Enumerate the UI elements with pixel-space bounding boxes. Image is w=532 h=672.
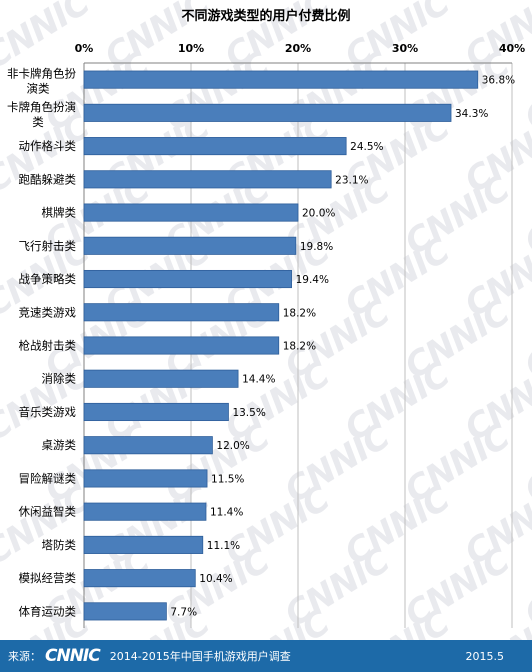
bar <box>83 436 213 455</box>
footer-date: 2015.5 <box>465 649 505 663</box>
category-label: 竞速类游戏 <box>19 305 77 319</box>
bar <box>83 269 292 289</box>
category-label: 卡牌角色扮演 <box>7 100 76 114</box>
value-label: 12.0% <box>216 440 249 452</box>
category-label: 模拟经营类 <box>19 571 77 585</box>
value-label: 36.8% <box>482 75 515 87</box>
footer-bar: 来源： CNNIC 2014-2015年中国手机游戏用户调查 2015.5 <box>0 640 532 672</box>
x-tick-label: 30% <box>392 42 418 55</box>
category-label: 音乐类游戏 <box>19 405 77 419</box>
bar <box>83 602 167 621</box>
bar <box>83 369 239 388</box>
category-label: 类 <box>32 115 44 129</box>
category-label: 体育运动类 <box>19 604 77 618</box>
value-label: 34.3% <box>455 108 488 120</box>
category-label: 战争策略类 <box>19 272 77 286</box>
bar <box>83 535 204 554</box>
value-label: 11.5% <box>211 473 244 485</box>
category-label: 飞行射击类 <box>19 239 77 253</box>
category-label: 冒险解谜类 <box>19 471 77 485</box>
category-label: 非卡牌角色扮 <box>7 67 76 81</box>
value-label: 13.5% <box>232 407 265 419</box>
bar <box>83 303 280 322</box>
category-label: 动作格斗类 <box>19 139 77 153</box>
bar-chart: 不同游戏类型的用户付费比例 0% 10% 20% 30% 40% 36.8% 非卡牌角色扮演类… <box>7 8 525 628</box>
category-label: 演类 <box>27 82 50 96</box>
x-tick-label: 40% <box>499 42 525 55</box>
category-label: 棋牌类 <box>42 206 77 220</box>
bar <box>83 502 207 521</box>
bar <box>83 569 196 588</box>
bar <box>83 469 208 488</box>
bar <box>83 203 299 222</box>
value-label: 19.4% <box>296 274 329 286</box>
x-tick-label: 20% <box>285 42 311 55</box>
value-label: 11.4% <box>210 507 243 519</box>
bar <box>83 236 297 255</box>
value-label: 23.1% <box>335 174 368 186</box>
x-tick-label: 10% <box>178 42 204 55</box>
value-label: 14.4% <box>242 374 275 386</box>
value-label: 24.5% <box>350 141 383 153</box>
x-tick-label: 0% <box>75 42 94 55</box>
category-label: 休闲益智类 <box>19 505 77 519</box>
category-label: 跑酷躲避类 <box>19 172 77 186</box>
value-label: 7.7% <box>170 606 197 618</box>
category-label: 消除类 <box>42 372 77 386</box>
source-label: 来源： <box>8 650 41 663</box>
bar <box>83 336 280 355</box>
value-label: 19.8% <box>300 241 333 253</box>
value-label: 18.2% <box>283 341 316 353</box>
value-label: 20.0% <box>302 208 335 220</box>
bar <box>83 70 479 89</box>
chart-title: 不同游戏类型的用户付费比例 <box>181 8 350 24</box>
survey-name: 2014-2015年中国手机游戏用户调查 <box>109 650 291 663</box>
bar <box>83 170 332 189</box>
bar <box>83 137 347 156</box>
bar <box>83 402 229 422</box>
category-label: 桌游类 <box>42 438 77 452</box>
cnnic-logo: CNNIC <box>45 646 101 666</box>
value-label: 18.2% <box>283 307 316 319</box>
value-label: 10.4% <box>199 573 232 585</box>
bar <box>83 103 452 122</box>
category-label: 枪战射击类 <box>19 339 77 353</box>
value-label: 11.1% <box>207 540 240 552</box>
category-label: 塔防类 <box>42 538 77 552</box>
